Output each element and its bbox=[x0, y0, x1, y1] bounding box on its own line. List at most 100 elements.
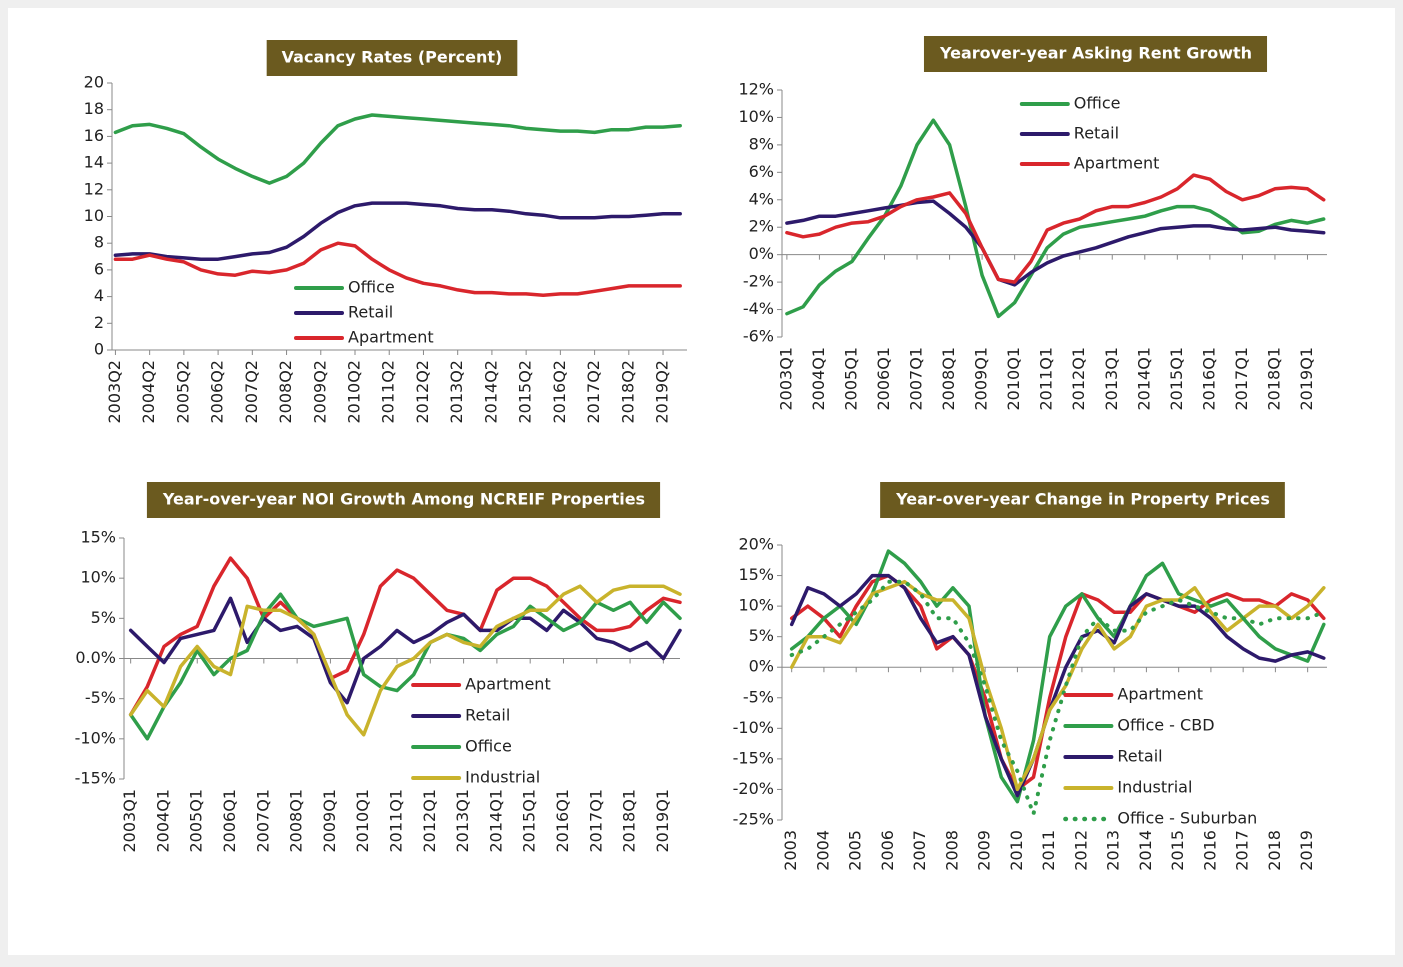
y-tick-label: 2% bbox=[749, 217, 774, 236]
x-tick-label: 2019Q1 bbox=[1297, 347, 1316, 411]
x-tick-label: 2004Q2 bbox=[139, 360, 158, 424]
legend-label: Apartment bbox=[1117, 685, 1203, 704]
y-tick-label: -15% bbox=[733, 748, 774, 767]
x-tick-label: 2005Q1 bbox=[187, 789, 206, 853]
legend-label: Retail bbox=[1074, 124, 1119, 143]
x-tick-label: 2008Q1 bbox=[939, 347, 958, 411]
x-tick-label: 2018Q2 bbox=[618, 360, 637, 424]
x-tick-label: 2010Q2 bbox=[345, 360, 364, 424]
y-tick-label: 12% bbox=[738, 80, 774, 99]
series-line bbox=[128, 596, 682, 705]
y-tick-label: -5% bbox=[85, 688, 116, 707]
y-tick-label: 5% bbox=[91, 608, 116, 627]
y-tick-label: 8 bbox=[94, 233, 104, 252]
x-tick-label: 2015Q2 bbox=[516, 360, 535, 424]
series-line bbox=[789, 573, 1326, 798]
x-tick-label: 2018Q1 bbox=[620, 789, 639, 853]
series-line bbox=[113, 201, 682, 261]
x-tick-label: 2008Q1 bbox=[287, 789, 306, 853]
y-tick-label: -2% bbox=[743, 272, 774, 291]
x-tick-label: 2015Q1 bbox=[520, 789, 539, 853]
y-tick-label: 2 bbox=[94, 313, 104, 332]
title-box bbox=[923, 36, 1268, 72]
x-tick-label: 2012 bbox=[1071, 830, 1090, 871]
x-tick-label: 2009Q2 bbox=[310, 360, 329, 424]
x-tick-label: 2019Q2 bbox=[653, 360, 672, 424]
y-tick-label: -10% bbox=[733, 718, 774, 737]
y-tick-label: 6 bbox=[94, 259, 104, 278]
x-tick-label: 2007Q1 bbox=[253, 789, 272, 853]
y-tick-label: 20 bbox=[84, 73, 104, 92]
x-tick-label: 2015Q1 bbox=[1167, 347, 1186, 411]
series-line bbox=[128, 556, 682, 717]
x-tick-label: 2010Q1 bbox=[1004, 347, 1023, 411]
x-tick-label: 2017Q2 bbox=[584, 360, 603, 424]
x-tick-label: 2005 bbox=[846, 830, 865, 871]
y-tick-label: -25% bbox=[733, 810, 774, 829]
x-tick-label: 2019 bbox=[1297, 830, 1316, 871]
series-line bbox=[113, 241, 682, 298]
legend-label: Industrial bbox=[465, 768, 540, 787]
x-tick-label: 2017 bbox=[1233, 830, 1252, 871]
y-tick-label: -4% bbox=[743, 299, 774, 318]
legend-label: Office - CBD bbox=[1117, 716, 1214, 735]
x-tick-label: 2011Q2 bbox=[379, 360, 398, 424]
legend-label: Apartment bbox=[1074, 154, 1160, 173]
x-tick-label: 2014Q1 bbox=[486, 789, 505, 853]
x-tick-label: 2004 bbox=[813, 830, 832, 871]
x-tick-label: 2019Q1 bbox=[653, 789, 672, 853]
x-tick-label: 2013Q1 bbox=[1102, 347, 1121, 411]
y-tick-label: 0% bbox=[749, 244, 774, 263]
y-tick-label: 14 bbox=[84, 153, 104, 172]
x-tick-label: 2016Q1 bbox=[1199, 347, 1218, 411]
x-tick-label: 2008 bbox=[942, 830, 961, 871]
legend-label: Office bbox=[348, 278, 395, 297]
x-tick-label: 2007Q2 bbox=[242, 360, 261, 424]
x-tick-label: 2004Q1 bbox=[809, 347, 828, 411]
legend-label: Industrial bbox=[1117, 778, 1192, 797]
legend-label: Office bbox=[1074, 94, 1121, 113]
x-tick-label: 2003Q2 bbox=[105, 360, 124, 424]
chart-title: Vacancy Rates (Percent) bbox=[282, 48, 503, 67]
x-tick-label: 2017Q1 bbox=[1232, 347, 1251, 411]
series-line bbox=[789, 579, 1326, 792]
x-tick-label: 2013Q2 bbox=[447, 360, 466, 424]
x-tick-label: 2016 bbox=[1200, 830, 1219, 871]
x-tick-label: 2016Q2 bbox=[550, 360, 569, 424]
y-tick-label: 5% bbox=[749, 626, 774, 645]
x-tick-label: 2006Q2 bbox=[208, 360, 227, 424]
chart-title: Year-over-year NOI Growth Among NCREIF P… bbox=[162, 490, 645, 509]
chart-title: Year-over-year Change in Property Prices bbox=[895, 490, 1270, 509]
title-box bbox=[266, 40, 518, 76]
series-line bbox=[789, 579, 1326, 816]
y-tick-label: -5% bbox=[743, 687, 774, 706]
y-tick-label: 15% bbox=[80, 528, 116, 547]
y-tick-label: -20% bbox=[733, 779, 774, 798]
series-line bbox=[785, 118, 1326, 319]
chart-title: Yearover-year Asking Rent Growth bbox=[939, 44, 1252, 63]
series-line bbox=[789, 549, 1326, 804]
legend-label: Office bbox=[465, 737, 512, 756]
x-tick-label: 2006 bbox=[878, 830, 897, 871]
series-line bbox=[128, 584, 682, 737]
x-tick-label: 2018Q1 bbox=[1264, 347, 1283, 411]
legend-label: Retail bbox=[348, 303, 393, 322]
y-tick-label: 10 bbox=[84, 206, 104, 225]
legend-label: Apartment bbox=[465, 675, 551, 694]
x-tick-label: 2005Q1 bbox=[841, 347, 860, 411]
x-tick-label: 2017Q1 bbox=[586, 789, 605, 853]
x-tick-label: 2004Q1 bbox=[153, 789, 172, 853]
y-tick-label: 10% bbox=[738, 107, 774, 126]
x-tick-label: 2003Q1 bbox=[776, 347, 795, 411]
y-tick-label: 16 bbox=[84, 126, 104, 145]
series-line bbox=[785, 199, 1326, 287]
x-tick-label: 2011 bbox=[1039, 830, 1058, 871]
y-tick-label: 6% bbox=[749, 162, 774, 181]
x-tick-label: 2009Q1 bbox=[972, 347, 991, 411]
x-tick-label: 2009Q1 bbox=[320, 789, 339, 853]
y-tick-label: 18 bbox=[84, 99, 104, 118]
x-tick-label: 2003Q1 bbox=[120, 789, 139, 853]
y-tick-label: 8% bbox=[749, 134, 774, 153]
y-tick-label: 10% bbox=[738, 596, 774, 615]
